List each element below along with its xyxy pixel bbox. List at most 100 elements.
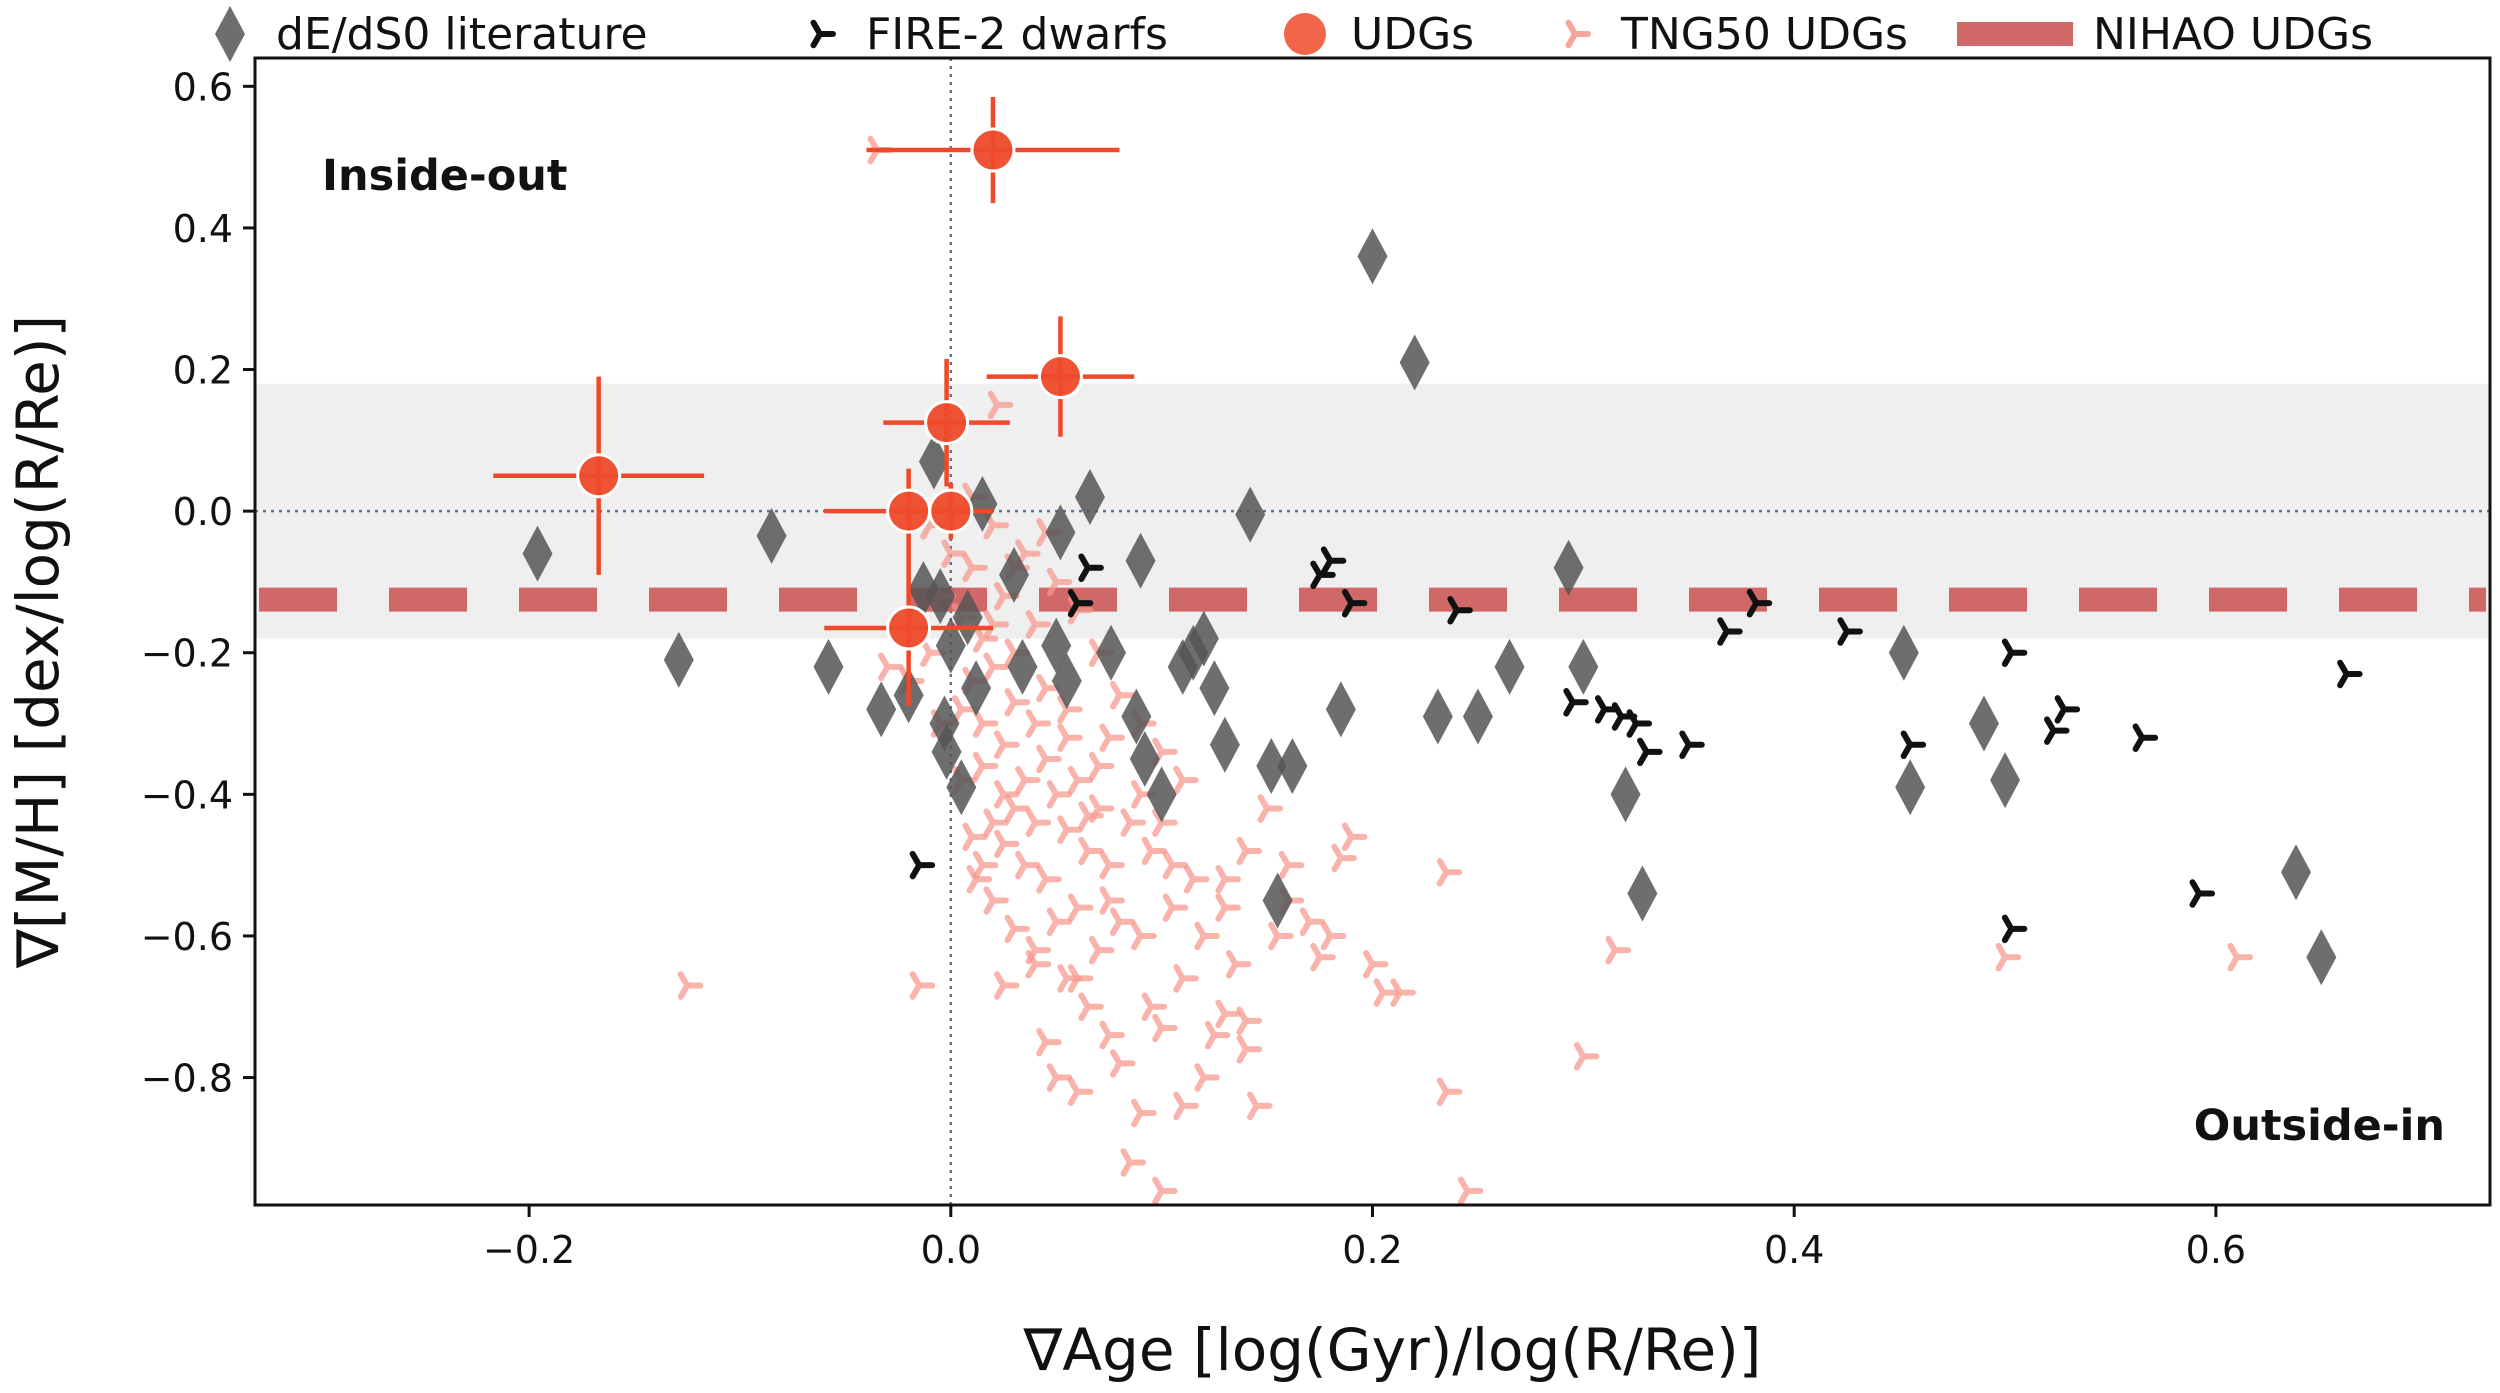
tng50-udg-point — [1162, 893, 1189, 922]
fire2-dwarf-point — [1746, 588, 1773, 618]
tng50-udg-point — [1194, 1063, 1220, 1092]
y-axis-label: ∇[M/H] [dex/log(R/Re)] — [4, 315, 72, 969]
fire2-dwarf-point — [1563, 688, 1589, 717]
legend-label: dE/dS0 literature — [276, 9, 648, 60]
de-ds0-point — [1074, 468, 1105, 525]
udg-point — [1037, 354, 1083, 400]
fire2-dwarf-point — [909, 850, 936, 880]
de-ds0-point — [756, 507, 787, 564]
tng50-udg-point — [1341, 822, 1368, 852]
de-ds0-point — [2306, 929, 2337, 986]
de-ds0-point — [999, 546, 1030, 603]
fire2-dwarf-point — [1447, 596, 1473, 625]
tng50-udg-point — [1152, 808, 1178, 837]
tng50-udg-point — [1141, 836, 1168, 866]
legend-marker-de-ds0 — [215, 6, 245, 62]
de-ds0-point — [522, 525, 553, 582]
legend-label: UDGs — [1351, 9, 1474, 60]
tng50-udg-point — [1320, 921, 1347, 951]
legend: dE/dS0 literature FIRE-2 dwarfs UDGs TNG50 … — [215, 6, 2373, 62]
de-ds0-point — [1209, 716, 1240, 773]
tng50-udg-point — [1036, 744, 1062, 774]
tng50-udg-point — [1299, 907, 1326, 937]
tng50-udg-point — [1025, 709, 1052, 738]
x-tick-label: 0.6 — [2186, 1228, 2246, 1272]
fire2-dwarf-point — [1717, 617, 1743, 646]
de-ds0-point — [1627, 865, 1658, 922]
tng50-udg-point — [994, 829, 1020, 859]
annotation-outside-in: Outside-in — [2194, 1101, 2445, 1151]
legend-label: NIHAO UDGs — [2093, 9, 2373, 60]
tng50-udg-point — [1025, 935, 1052, 965]
tng50-udg-point — [1036, 865, 1062, 894]
y-tick-label: 0.0 — [173, 490, 233, 534]
tng50-udg-point — [1436, 857, 1463, 887]
x-tick-label: 0.2 — [1342, 1228, 1402, 1272]
de-ds0-point — [961, 660, 992, 717]
tng50-udg-point — [1247, 1091, 1273, 1121]
de-ds0-point — [1256, 738, 1287, 795]
x-tick-label: 0.0 — [921, 1228, 981, 1272]
tng50-udg-point — [1099, 886, 1125, 915]
de-ds0-point — [1277, 738, 1308, 795]
fire2-dwarf-point — [2001, 914, 2028, 944]
y-tick-label: −0.6 — [141, 915, 233, 959]
y-tick-label: 0.6 — [173, 65, 233, 109]
tng50-udg-point — [972, 850, 999, 880]
udg-point — [924, 400, 970, 446]
de-ds0-point — [1462, 688, 1493, 745]
fire2-dwarf-point — [1679, 730, 1705, 760]
tng50-udg-point — [1257, 794, 1284, 823]
fire2-dwarf-point — [2044, 716, 2070, 745]
de-ds0-point — [1045, 504, 1076, 561]
tng50-udg-point — [962, 553, 988, 583]
x-axis-label: ∇Age [log(Gyr)/log(R/Re)] — [1023, 1316, 1762, 1384]
udg-point — [928, 488, 974, 534]
tng50-udg-point — [1046, 1063, 1073, 1092]
tng50-udg-point — [1152, 1013, 1178, 1043]
de-ds0-point — [1325, 681, 1356, 738]
udg-point — [886, 488, 932, 534]
de-ds0-point — [1146, 766, 1177, 823]
de-ds0-point — [1096, 624, 1127, 681]
tng50-udg-point — [983, 886, 1009, 915]
tng50-udg-point — [1088, 751, 1115, 781]
tng50-udg-point — [1436, 1077, 1463, 1106]
tng50-udg-point — [1183, 865, 1210, 894]
de-ds0-point — [1357, 228, 1388, 285]
legend-marker-tng50 — [1565, 19, 1591, 49]
tng50-udg-point — [994, 971, 1020, 1000]
tng50-udg-point — [994, 780, 1020, 809]
tng50-udg-point — [1036, 1027, 1062, 1057]
y-tick-label: −0.8 — [141, 1057, 233, 1101]
annotation-inside-out: Inside-out — [322, 151, 567, 201]
tng50-udg-point — [972, 751, 999, 781]
tng50-udg-point — [1278, 850, 1305, 880]
y-tick-label: 0.4 — [173, 207, 233, 251]
tng50-udg-point — [1215, 893, 1241, 922]
tng50-udg-point — [983, 808, 1009, 837]
udg-point — [970, 127, 1016, 173]
tng50-udg-point — [1173, 1091, 1199, 1121]
de-ds0-point — [967, 476, 998, 533]
legend-marker-fire2 — [810, 19, 836, 49]
tng50-udg-point — [1004, 794, 1031, 823]
tng50-udg-point — [1363, 950, 1389, 979]
y-tick-label: −0.4 — [141, 773, 233, 817]
tng50-udg-point — [962, 822, 988, 852]
tng50-udg-point — [1204, 1020, 1231, 1050]
legend-label: FIRE-2 dwarfs — [866, 9, 1168, 60]
tng50-udg-point — [1573, 1042, 1600, 1071]
y-axis-ticks: 0.6 0.4 0.2 0.0 −0.2 −0.4 −0.6 −0.8 — [141, 65, 255, 1101]
tng50-udg-point — [1109, 680, 1136, 710]
fire2-dwarf-point — [2337, 659, 2363, 689]
de-ds0-point — [1199, 660, 1230, 717]
legend-label: TNG50 UDGs — [1620, 9, 1908, 60]
tng50-udg-point — [1057, 695, 1083, 724]
fire2-dwarf-point — [2189, 879, 2216, 908]
x-tick-label: −0.2 — [483, 1228, 575, 1272]
tng50-udg-point — [677, 971, 704, 1000]
tng50-udg-point — [1141, 992, 1168, 1022]
data-marks — [493, 96, 2363, 1206]
